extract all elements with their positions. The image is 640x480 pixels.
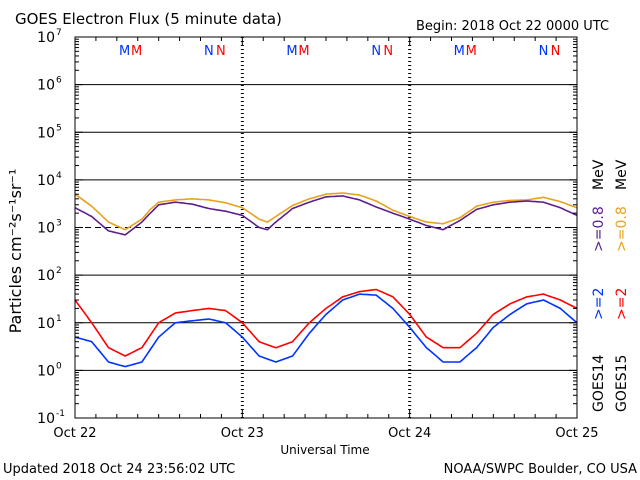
series-group	[74, 192, 578, 368]
y-tick-label: 10	[37, 125, 55, 141]
y-tick-label: 10	[37, 316, 55, 332]
marker-m-goes14: M	[454, 44, 465, 59]
legend-goes14-ge2: >=2	[591, 288, 607, 320]
y-tick-exponent: 2	[56, 266, 62, 276]
y-tick-exponent: 7	[56, 28, 62, 38]
marker-m-goes14: M	[119, 44, 130, 59]
series-line	[74, 288, 578, 357]
y-tick-exponent: 1	[56, 314, 62, 324]
y-tick-exponent: 5	[56, 123, 62, 133]
y-tick-exponent: 6	[56, 76, 62, 86]
marker-n-goes14: N	[204, 44, 214, 59]
legend-goes15-ge08: >=0.8	[614, 206, 630, 252]
marker-m-goes14: M	[286, 44, 297, 59]
marker-n-goes14: N	[371, 44, 381, 59]
x-axis: Oct 22 Oct 23 Oct 24 Oct 25	[53, 37, 599, 441]
legend-goes14-mev: MeV	[591, 159, 607, 190]
y-tick-label: 10	[37, 221, 55, 237]
series-line	[74, 293, 578, 368]
y-tick-label: 10	[37, 268, 55, 284]
y-tick-label: 10	[37, 30, 55, 46]
legend-goes15-ge2: >=2	[614, 288, 630, 320]
series-line	[74, 192, 578, 231]
begin-label: Begin: 2018 Oct 22 0000 UTC	[416, 19, 609, 34]
marker-n-goes14: N	[539, 44, 549, 59]
legend-goes14-ge08: >=0.8	[591, 206, 607, 252]
x-tick-label: Oct 25	[555, 426, 598, 441]
legend: GOES14 GOES15 >=2 >=2 >=0.8 >=0.8 MeV Me…	[591, 159, 630, 412]
y-tick-label: 10	[37, 363, 55, 379]
y-tick-exponent: 0	[56, 361, 62, 371]
y-axis-title: Particles cm⁻²s⁻¹sr⁻¹	[6, 169, 25, 334]
marker-n-goes15: N	[551, 44, 561, 59]
marker-m-goes15: M	[466, 44, 477, 59]
marker-m-goes15: M	[131, 44, 142, 59]
y-tick-label: 10	[37, 173, 55, 189]
y-tick-exponent: 4	[56, 171, 62, 181]
x-tick-label: Oct 23	[221, 426, 264, 441]
x-tick-label: Oct 24	[388, 426, 431, 441]
marker-n-goes15: N	[383, 44, 393, 59]
y-tick-label: 10	[37, 411, 55, 427]
y-tick-label: 10	[37, 78, 55, 94]
series-line	[74, 195, 578, 236]
credit-label: NOAA/SWPC Boulder, CO USA	[444, 462, 637, 477]
marker-m-goes15: M	[298, 44, 309, 59]
legend-goes15-mev: MeV	[614, 159, 630, 190]
legend-goes15: GOES15	[614, 355, 630, 412]
legend-goes14: GOES14	[591, 354, 607, 412]
y-tick-exponent: -1	[56, 409, 65, 419]
y-tick-exponent: 3	[56, 219, 62, 229]
x-tick-label: Oct 22	[53, 426, 96, 441]
x-axis-title: Universal Time	[280, 443, 369, 457]
updated-timestamp: Updated 2018 Oct 24 23:56:02 UTC	[3, 462, 235, 477]
chart-title: GOES Electron Flux (5 minute data)	[15, 10, 282, 28]
marker-n-goes15: N	[216, 44, 226, 59]
